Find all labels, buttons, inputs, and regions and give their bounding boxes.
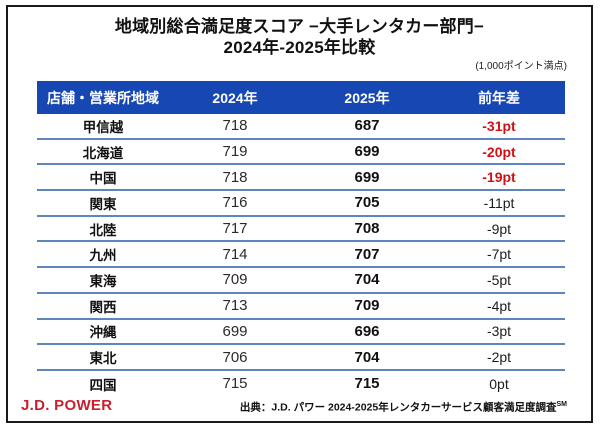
score-2025-cell: 687 xyxy=(354,117,380,135)
table-row: 甲信越 718 687 -31pt xyxy=(37,114,565,140)
score-2025-cell: 699 xyxy=(354,143,380,161)
score-2025-cell: 704 xyxy=(354,348,380,366)
score-2024-cell: 714 xyxy=(222,245,248,263)
region-cell: 九州 xyxy=(89,248,117,264)
page-frame: 地域別総合満足度スコア −大手レンタカー部門− 2024年-2025年比較 (1… xyxy=(6,5,593,423)
source-sm-mark: SM xyxy=(556,400,568,408)
table-row: 沖縄 699 696 -3pt xyxy=(37,320,565,346)
score-2024-cell: 706 xyxy=(222,348,248,366)
region-cell: 沖縄 xyxy=(89,325,117,341)
score-2024-cell: 717 xyxy=(222,220,248,238)
score-2024-cell: 718 xyxy=(222,168,248,186)
diff-cell: 0pt xyxy=(489,375,509,392)
score-2024-cell: 713 xyxy=(222,297,248,315)
diff-cell: -9pt xyxy=(486,220,512,237)
diff-cell: -31pt xyxy=(482,117,516,134)
region-cell: 関西 xyxy=(89,299,117,315)
score-2025-cell: 715 xyxy=(354,375,380,393)
diff-cell: -11pt xyxy=(483,194,515,211)
region-cell: 中国 xyxy=(89,171,117,187)
jdpower-logo: J.D. POWER xyxy=(21,397,113,414)
score-2025-cell: 707 xyxy=(354,245,380,263)
score-2024-cell: 699 xyxy=(222,322,248,340)
table-row: 北海道 719 699 -20pt xyxy=(37,140,565,166)
source-citation: 出典：J.D. パワー 2024-2025年レンタカーサービス顧客満足度調査SM xyxy=(240,398,567,415)
diff-cell: -19pt xyxy=(482,169,516,186)
source-text: 出典：J.D. パワー 2024-2025年レンタカーサービス顧客満足度調査 xyxy=(239,401,557,413)
column-header-2024: 2024年 xyxy=(212,89,258,106)
region-cell: 甲信越 xyxy=(82,119,124,135)
score-2025-cell: 708 xyxy=(354,220,380,238)
scale-note: (1,000ポイント満点) xyxy=(475,61,567,72)
score-2025-cell: 699 xyxy=(354,168,380,186)
score-2025-cell: 696 xyxy=(354,322,380,340)
region-cell: 北陸 xyxy=(89,222,117,238)
diff-cell: -3pt xyxy=(486,323,512,340)
table-row: 関西 713 709 -4pt xyxy=(37,294,565,320)
score-2024-cell: 715 xyxy=(222,375,248,393)
footer: J.D. POWER 出典：J.D. パワー 2024-2025年レンタカーサー… xyxy=(21,398,567,415)
satisfaction-table: 店舗・営業所地域 2024年 2025年 前年差 甲信越 718 687 -31… xyxy=(37,81,565,397)
table-row: 九州 714 707 -7pt xyxy=(37,242,565,269)
score-2025-cell: 705 xyxy=(354,194,380,212)
region-cell: 関東 xyxy=(89,196,117,212)
score-2025-cell: 709 xyxy=(354,297,380,315)
score-2024-cell: 709 xyxy=(222,271,248,289)
title-line-1: 地域別総合満足度スコア −大手レンタカー部門− xyxy=(114,17,485,36)
diff-cell: -5pt xyxy=(486,271,512,288)
table-row: 東北 706 704 -2pt xyxy=(37,345,565,371)
score-2024-cell: 718 xyxy=(222,117,248,135)
diff-cell: -2pt xyxy=(486,349,512,366)
region-cell: 北海道 xyxy=(82,145,124,161)
region-cell: 東北 xyxy=(89,351,117,367)
region-cell: 四国 xyxy=(89,377,117,393)
page-title: 地域別総合満足度スコア −大手レンタカー部門− 2024年-2025年比較 xyxy=(8,16,591,58)
column-header-region: 店舗・営業所地域 xyxy=(47,89,159,106)
table-row: 四国 715 715 0pt xyxy=(37,371,565,397)
title-line-2: 2024年-2025年比較 xyxy=(223,38,376,57)
diff-cell: -7pt xyxy=(486,246,512,263)
table-row: 北陸 717 708 -9pt xyxy=(37,217,565,243)
table-row: 関東 716 705 -11pt xyxy=(37,191,565,217)
diff-cell: -20pt xyxy=(482,143,516,160)
score-2024-cell: 716 xyxy=(222,194,248,212)
table-header: 店舗・営業所地域 2024年 2025年 前年差 xyxy=(37,81,565,114)
diff-cell: -4pt xyxy=(486,297,512,314)
table-row: 東海 709 704 -5pt xyxy=(37,268,565,294)
table-row: 中国 718 699 -19pt xyxy=(37,165,565,192)
column-header-diff: 前年差 xyxy=(478,89,520,106)
score-2024-cell: 719 xyxy=(222,143,248,161)
region-cell: 東海 xyxy=(89,273,117,289)
column-header-2025: 2025年 xyxy=(344,89,390,106)
score-2025-cell: 704 xyxy=(354,271,380,289)
